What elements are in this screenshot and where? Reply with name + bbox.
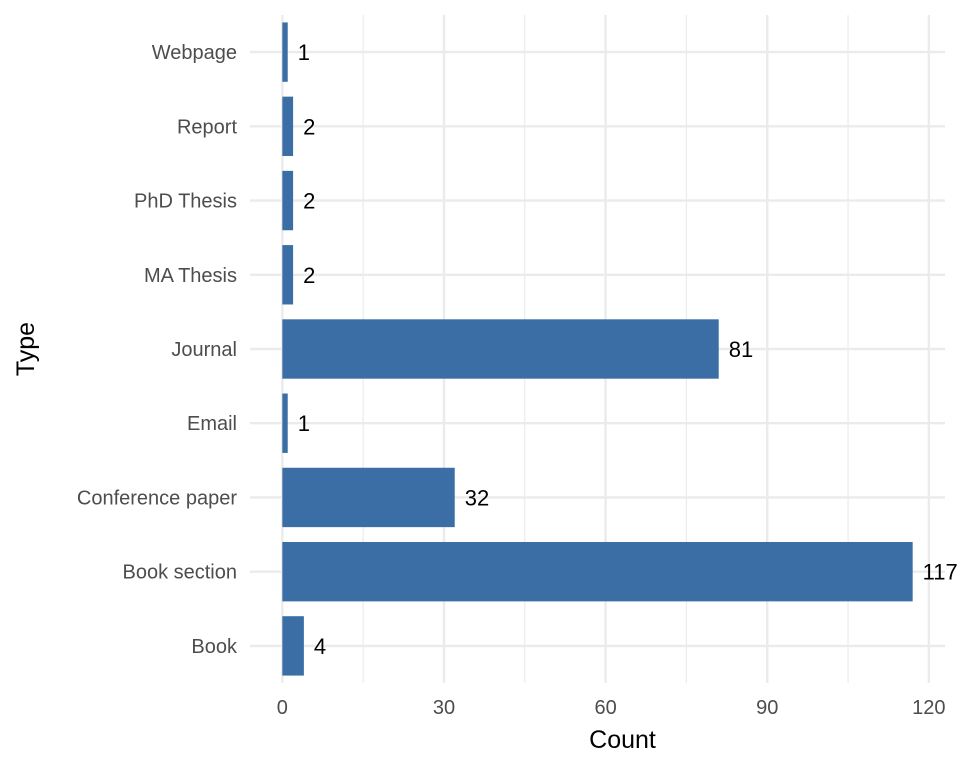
x-tick-label: 90 — [756, 697, 778, 719]
bar-value-label: 117 — [923, 560, 958, 585]
y-tick-label: Book section — [122, 562, 237, 584]
bar — [282, 467, 455, 528]
x-tick-label: 60 — [594, 697, 616, 719]
bar-value-label: 1 — [298, 411, 310, 436]
bar — [282, 319, 719, 379]
bar-value-label: 2 — [303, 189, 315, 214]
y-tick-label: Conference paper — [77, 487, 237, 509]
bar — [282, 541, 913, 602]
y-tick-label: Email — [187, 413, 237, 435]
y-tick-label: Webpage — [152, 42, 237, 64]
bar-value-label: 1 — [298, 40, 310, 65]
x-tick-label: 0 — [277, 697, 288, 719]
y-axis-tick-labels: Book Book section Conference paper Email Jou… — [77, 42, 238, 658]
bar-value-labels: 4 117 32 1 81 2 2 2 1 — [298, 40, 958, 659]
y-tick-label: Journal — [171, 339, 237, 361]
bar-value-label: 4 — [314, 634, 326, 659]
bar — [282, 393, 288, 453]
y-tick-label: Report — [177, 116, 237, 138]
y-axis-title: Type — [12, 322, 40, 376]
bar — [282, 170, 294, 231]
bar — [282, 96, 294, 157]
bar-value-label: 32 — [465, 485, 489, 510]
x-axis-tick-labels: 0 30 60 90 120 — [277, 697, 946, 719]
y-tick-label: PhD Thesis — [134, 191, 237, 213]
bar-value-label: 81 — [729, 337, 753, 362]
bar — [282, 616, 304, 676]
y-tick-label: Book — [191, 636, 238, 658]
bar-value-label: 2 — [303, 114, 315, 139]
x-axis-title: Count — [589, 726, 656, 754]
x-tick-label: 30 — [433, 697, 455, 719]
x-tick-label: 120 — [912, 697, 945, 719]
bars — [282, 22, 913, 676]
bar — [282, 245, 294, 305]
bar — [282, 22, 288, 82]
bar-value-label: 2 — [303, 263, 315, 288]
y-tick-label: MA Thesis — [144, 265, 237, 287]
